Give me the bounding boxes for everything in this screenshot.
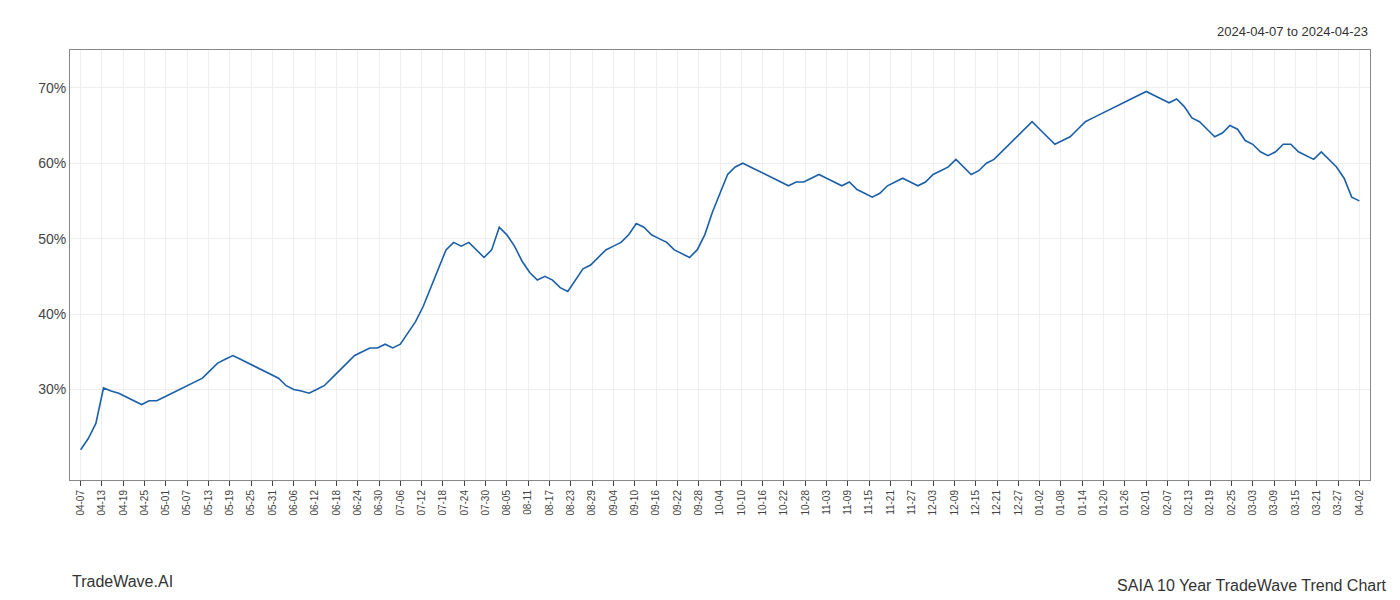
- svg-text:07-12: 07-12: [416, 490, 427, 516]
- svg-text:01-26: 01-26: [1119, 490, 1130, 516]
- svg-text:2024-04-07 to 2024-04-23: 2024-04-07 to 2024-04-23: [1217, 24, 1368, 39]
- svg-text:60%: 60%: [38, 155, 66, 171]
- svg-text:05-01: 05-01: [160, 490, 171, 516]
- svg-text:09-16: 09-16: [650, 490, 661, 516]
- svg-text:01-02: 01-02: [1034, 490, 1045, 516]
- svg-text:10-04: 10-04: [714, 490, 725, 516]
- svg-text:10-10: 10-10: [736, 490, 747, 516]
- svg-text:08-05: 08-05: [501, 490, 512, 516]
- svg-text:11-21: 11-21: [885, 490, 896, 515]
- svg-text:05-13: 05-13: [203, 490, 214, 516]
- svg-text:08-23: 08-23: [565, 490, 576, 516]
- svg-text:09-10: 09-10: [629, 490, 640, 516]
- svg-text:12-03: 12-03: [927, 490, 938, 516]
- svg-text:06-24: 06-24: [352, 490, 363, 516]
- svg-text:04-02: 04-02: [1354, 490, 1365, 516]
- svg-text:11-15: 11-15: [863, 490, 874, 515]
- svg-text:11-09: 11-09: [842, 490, 853, 515]
- svg-text:01-20: 01-20: [1098, 490, 1109, 516]
- svg-text:02-13: 02-13: [1183, 490, 1194, 516]
- svg-text:12-21: 12-21: [991, 490, 1002, 516]
- svg-text:12-15: 12-15: [970, 490, 981, 516]
- svg-text:07-18: 07-18: [437, 490, 448, 516]
- svg-text:05-25: 05-25: [245, 490, 256, 516]
- svg-text:03-03: 03-03: [1247, 490, 1258, 516]
- svg-text:02-25: 02-25: [1226, 490, 1237, 516]
- svg-text:07-24: 07-24: [459, 490, 470, 516]
- svg-text:05-19: 05-19: [224, 490, 235, 516]
- svg-text:05-07: 05-07: [181, 490, 192, 516]
- svg-text:03-09: 03-09: [1268, 490, 1279, 516]
- svg-text:09-04: 09-04: [608, 490, 619, 516]
- svg-text:06-18: 06-18: [331, 490, 342, 516]
- svg-text:03-21: 03-21: [1311, 490, 1322, 516]
- svg-text:04-13: 04-13: [96, 490, 107, 516]
- svg-text:12-27: 12-27: [1013, 490, 1024, 516]
- svg-text:08-17: 08-17: [544, 490, 555, 516]
- svg-text:01-14: 01-14: [1077, 490, 1088, 516]
- svg-text:04-07: 04-07: [75, 490, 86, 516]
- svg-text:03-27: 03-27: [1332, 490, 1343, 516]
- svg-text:06-06: 06-06: [288, 490, 299, 516]
- svg-text:10-28: 10-28: [800, 490, 811, 516]
- svg-text:10-22: 10-22: [778, 490, 789, 516]
- svg-text:09-22: 09-22: [672, 490, 683, 516]
- svg-text:SAIA 10 Year TradeWave Trend C: SAIA 10 Year TradeWave Trend Chart: [1117, 577, 1386, 594]
- svg-text:01-08: 01-08: [1055, 490, 1066, 516]
- svg-text:09-28: 09-28: [693, 490, 704, 516]
- svg-text:70%: 70%: [38, 80, 66, 96]
- svg-text:03-15: 03-15: [1290, 490, 1301, 516]
- svg-text:02-07: 02-07: [1162, 490, 1173, 516]
- svg-text:05-31: 05-31: [267, 490, 278, 516]
- svg-text:06-12: 06-12: [309, 490, 320, 516]
- svg-text:07-30: 07-30: [480, 490, 491, 516]
- svg-text:07-06: 07-06: [395, 490, 406, 516]
- svg-text:02-01: 02-01: [1140, 490, 1151, 516]
- svg-text:11-03: 11-03: [821, 490, 832, 515]
- svg-text:04-19: 04-19: [118, 490, 129, 516]
- svg-text:40%: 40%: [38, 306, 66, 322]
- svg-text:04-25: 04-25: [139, 490, 150, 516]
- svg-text:08-29: 08-29: [586, 490, 597, 516]
- svg-text:11-27: 11-27: [906, 490, 917, 515]
- svg-text:10-16: 10-16: [757, 490, 768, 516]
- svg-text:02-19: 02-19: [1204, 490, 1215, 516]
- svg-text:06-30: 06-30: [373, 490, 384, 516]
- svg-text:TradeWave.AI: TradeWave.AI: [72, 573, 173, 590]
- svg-text:12-09: 12-09: [949, 490, 960, 516]
- svg-text:50%: 50%: [38, 231, 66, 247]
- svg-text:08-11: 08-11: [522, 490, 533, 515]
- svg-text:30%: 30%: [38, 381, 66, 397]
